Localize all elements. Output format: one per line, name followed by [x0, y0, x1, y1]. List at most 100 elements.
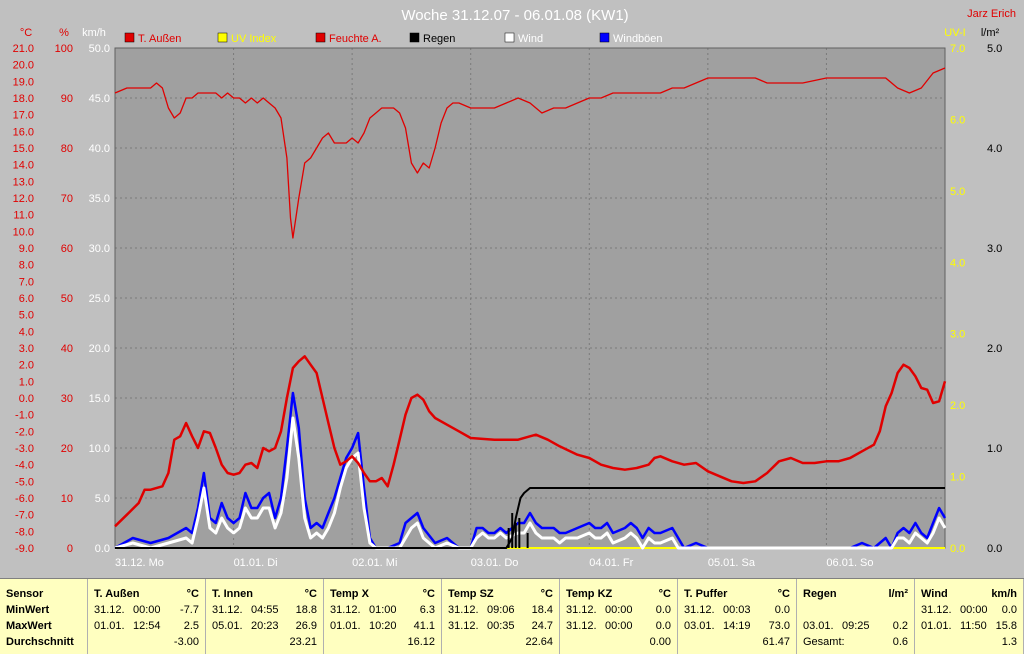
stats-header-unit: °C [540, 588, 553, 600]
stats-time: 11:50 [960, 620, 987, 632]
stats-header: Temp KZ °C [560, 588, 677, 604]
stats-value: 0.0 [655, 604, 671, 616]
stats-date: 01.01. [330, 620, 361, 632]
stats-header: Sensor [0, 588, 87, 604]
stats-row: 03.01. 09:25 0.2 [797, 620, 914, 636]
axis-tick-label: -2.0 [15, 426, 34, 438]
legend-swatch [124, 32, 135, 43]
stats-row-label: Durchschnitt [6, 636, 74, 648]
stats-date: 31.12. [94, 604, 125, 616]
stats-time: 00:00 [605, 620, 633, 632]
axis-tick-label: 7.0 [950, 43, 965, 55]
stats-value: 0.00 [649, 636, 671, 648]
stats-column: Sensor MinWert MaxWert Durchschnitt [0, 579, 88, 654]
axis-tick-label: 1.0 [19, 376, 34, 388]
axis-tick-label: 3.0 [950, 329, 965, 341]
axis-tick-label: 18.0 [13, 93, 34, 105]
stats-row: 05.01. 20:23 26.9 [206, 620, 323, 636]
stats-value: 0.6 [892, 636, 908, 648]
axis-tick-label: 20.0 [13, 60, 34, 72]
stats-row: 31.12. 01:00 6.3 [324, 604, 441, 620]
stats-header-title: Regen [803, 588, 837, 600]
stats-value: 0.2 [892, 620, 908, 632]
stats-row: 01.01. 12:54 2.5 [88, 620, 205, 636]
legend-label: Feuchte A. [329, 33, 382, 45]
axis-tick-label: 11.0 [13, 210, 34, 222]
axis-tick-label: 16.0 [13, 126, 34, 138]
stats-row: 1.3 [915, 636, 1023, 652]
stats-time: 09:06 [487, 604, 515, 616]
stats-header-title: T. Puffer [684, 588, 728, 600]
temperature-axis: -9.0 -8.0 -7.0 -6.0 -5.0 -4.0 -3.0 -2.0 -1.0 0.0 1… [13, 27, 34, 555]
stats-date: Gesamt: [803, 636, 845, 648]
axis-tick-label: 0.0 [19, 393, 34, 405]
stats-value: 6.3 [419, 604, 435, 616]
stats-date: 31.12. [684, 604, 715, 616]
legend-label: Windböen [613, 33, 663, 45]
stats-header-title: Temp KZ [566, 588, 613, 600]
uv-axis: 0.0 1.0 2.0 3.0 4.0 5.0 6.0 7.0 UV-I [944, 27, 965, 555]
stats-time: 04:55 [251, 604, 279, 616]
stats-value: 0.0 [655, 620, 671, 632]
axis-tick-label: 0.0 [950, 543, 965, 555]
stats-value: 18.8 [295, 604, 317, 616]
stats-row: 31.12. 09:06 18.4 [442, 604, 559, 620]
statistics-table: Sensor MinWert MaxWert Durchschnitt T. Außen… [0, 578, 1024, 654]
axis-tick-label: 21.0 [13, 43, 34, 55]
axis-tick-label: -5.0 [15, 476, 34, 488]
stats-time: 00:03 [723, 604, 751, 616]
axis-tick-label: -9.0 [15, 543, 34, 555]
stats-time: 00:35 [487, 620, 515, 632]
stats-row: 31.12. 00:00 0.0 [560, 620, 677, 636]
stats-header-title: T. Außen [94, 588, 140, 600]
axis-tick-label: 60 [61, 243, 73, 255]
stats-row-label: MinWert [6, 604, 50, 616]
axis-tick-label: 5.0 [95, 493, 110, 505]
axis-tick-label: 45.0 [89, 93, 110, 105]
stats-row: 01.01. 10:20 41.1 [324, 620, 441, 636]
stats-time: 20:23 [251, 620, 279, 632]
axis-tick-label: 19.0 [13, 76, 34, 88]
stats-column: Temp X °C 31.12. 01:00 6.3 01.01. 10:20 41.1 16.… [324, 579, 442, 654]
axis-tick-label: 100 [55, 43, 73, 55]
chart-title: Woche 31.12.07 - 06.01.08 (KW1) [401, 7, 628, 24]
axis-tick-label: 10 [61, 493, 73, 505]
stats-date: 03.01. [684, 620, 715, 632]
stats-time: 14:19 [723, 620, 751, 632]
axis-tick-label: -3.0 [15, 443, 34, 455]
rain-bar [507, 528, 510, 548]
stats-time: 12:54 [133, 620, 161, 632]
stats-column: T. Außen °C 31.12. 00:00 -7.7 01.01. 12:54 2.5 -… [88, 579, 206, 654]
legend-swatch [217, 32, 228, 43]
x-axis-label: 06.01. So [826, 557, 873, 569]
stats-time: 01:00 [369, 604, 397, 616]
axis-tick-label: 50 [61, 293, 73, 305]
stats-header-unit: °C [422, 588, 435, 600]
stats-value: 1.3 [1001, 636, 1017, 648]
stats-time: 00:00 [605, 604, 633, 616]
stats-header: T. Außen °C [88, 588, 205, 604]
stats-row: 31.12. 00:00 0.0 [560, 604, 677, 620]
axis-tick-label: 40.0 [89, 143, 110, 155]
axis-tick-label: 14.0 [13, 160, 34, 172]
axis-tick-label: 20 [61, 443, 73, 455]
legend-swatch [409, 32, 420, 43]
stats-value: 2.5 [183, 620, 199, 632]
stats-column: T. Innen °C 31.12. 04:55 18.8 05.01. 20:23 26.9… [206, 579, 324, 654]
stats-value: 41.1 [413, 620, 435, 632]
axis-tick-label: 80 [61, 143, 73, 155]
stats-row: 01.01. 11:50 15.8 [915, 620, 1023, 636]
stats-row-label: MaxWert [6, 620, 52, 632]
stats-value: 16.12 [407, 636, 435, 648]
stats-value: 61.47 [762, 636, 790, 648]
stats-header-unit: °C [777, 588, 790, 600]
legend-swatch [315, 32, 326, 43]
axis-tick-label: 35.0 [89, 193, 110, 205]
legend-label: Wind [518, 33, 543, 45]
stats-row: 31.12. 00:00 0.0 [915, 604, 1023, 620]
stats-date: 31.12. [330, 604, 361, 616]
legend-label: UV Index [231, 33, 277, 45]
axis-tick-label: 4.0 [19, 326, 34, 338]
rain-line [115, 487, 945, 549]
axis-unit-label: l/m² [981, 27, 1000, 39]
